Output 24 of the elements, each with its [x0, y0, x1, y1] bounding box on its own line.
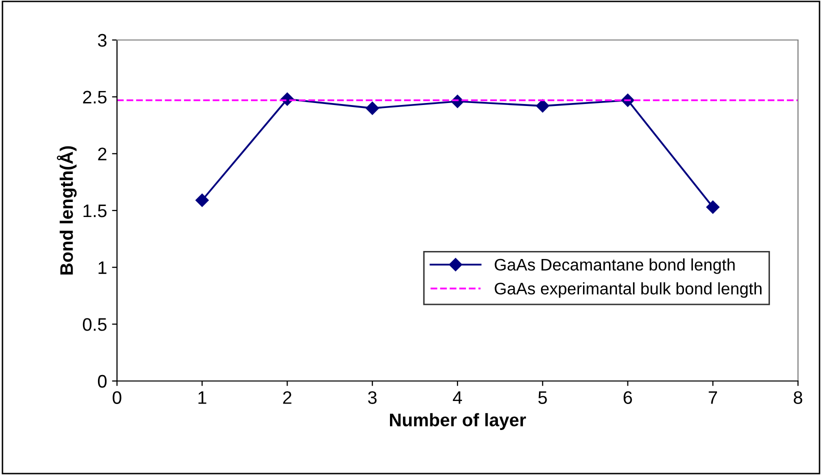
legend-label: GaAs experimantal bulk bond length [494, 282, 762, 298]
y-tick-label: 1.5 [84, 204, 107, 218]
y-tick-label: 3 [98, 34, 106, 47]
point [366, 102, 379, 115]
x-tick-label: 8 [794, 391, 802, 404]
y-tick-label: 1 [98, 261, 106, 274]
x-axis-title: Number of layer [390, 413, 526, 430]
point [706, 200, 720, 214]
x-tick-label: 3 [368, 391, 377, 404]
x-tick-label: 5 [538, 391, 547, 404]
y-tick-label: 0 [98, 374, 107, 388]
legend-label: GaAs Decamantane bond length [494, 258, 735, 274]
x-tick-label: 6 [624, 391, 632, 404]
x-tick-label: 0 [112, 391, 122, 404]
x-tick-label: 2 [283, 391, 292, 404]
x-tick-label: 1 [198, 391, 206, 404]
y-axis-title: Bond length(Å) [56, 146, 77, 274]
y-tick-label: 0.5 [82, 318, 107, 331]
point [196, 194, 209, 207]
y-tick-label: 2.5 [83, 90, 107, 104]
point [536, 99, 550, 113]
y-tick-label: 2 [98, 148, 106, 160]
x-tick-label: 4 [452, 391, 462, 404]
x-tick-label: 7 [708, 391, 717, 404]
